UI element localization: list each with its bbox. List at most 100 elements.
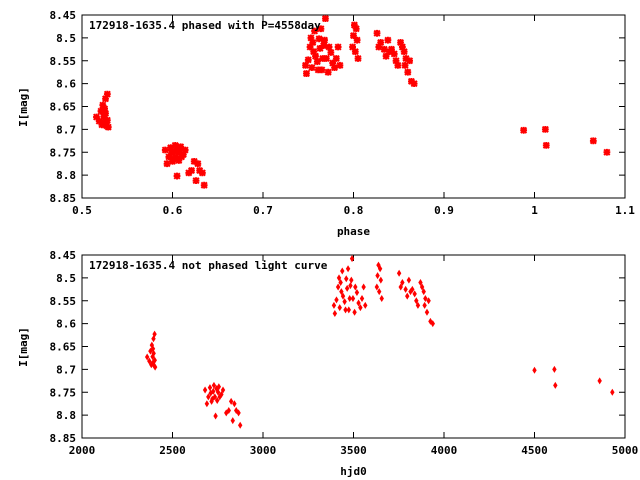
data-point (406, 57, 414, 65)
data-point (336, 274, 342, 282)
y-tick-label: 8.85 (50, 192, 77, 205)
data-point (610, 388, 615, 396)
y-tick-label: 8.85 (50, 432, 77, 445)
x-axis-label: hjd0 (340, 465, 367, 478)
data-point (403, 285, 408, 293)
data-point (211, 381, 217, 389)
data-point (375, 272, 380, 280)
x-tick-label: 5000 (612, 444, 639, 457)
data-point (345, 265, 351, 273)
y-tick-label: 8.7 (56, 363, 76, 376)
data-point (190, 157, 198, 165)
y-tick-label: 8.75 (50, 386, 77, 399)
data-point (198, 169, 206, 177)
data-point (354, 289, 360, 297)
data-point (541, 125, 549, 133)
x-tick-label: 0.5 (72, 204, 92, 217)
data-point (206, 393, 211, 401)
data-point (352, 308, 357, 316)
x-tick-label: 4500 (521, 444, 548, 457)
data-point (321, 36, 329, 44)
x-tick-label: 2500 (159, 444, 186, 457)
data-series (144, 255, 615, 429)
data-point (353, 283, 358, 291)
data-point (415, 301, 421, 309)
data-point (414, 297, 419, 305)
data-point (390, 50, 398, 58)
data-point (213, 412, 218, 420)
data-point (152, 330, 157, 338)
data-point (352, 25, 360, 33)
data-point (226, 407, 231, 415)
data-point (322, 54, 330, 62)
data-point (330, 64, 339, 72)
y-tick-label: 8.5 (56, 272, 76, 285)
y-tick-label: 8.5 (56, 32, 76, 45)
data-point (302, 61, 310, 69)
data-point (353, 36, 361, 44)
data-point (165, 153, 173, 161)
data-point (430, 320, 435, 328)
data-point (542, 141, 550, 149)
data-point (377, 38, 385, 46)
data-point (424, 308, 430, 316)
data-point (340, 267, 345, 275)
data-point (361, 283, 366, 291)
data-point (377, 288, 382, 296)
data-point (342, 298, 347, 306)
data-point (418, 278, 423, 286)
data-point (200, 181, 208, 189)
data-point (309, 38, 317, 46)
data-point (204, 400, 210, 408)
data-point (603, 148, 611, 156)
data-point (212, 393, 218, 401)
data-point (532, 366, 537, 374)
data-point (400, 278, 405, 286)
data-point (340, 292, 346, 300)
y-axis-label: I[mag] (17, 327, 30, 367)
panel-2: 2000 2500 3000 3500 4000 4500 5000 8.45 8.5 8.55 8… (17, 249, 638, 478)
data-point (373, 29, 381, 37)
data-point (344, 275, 349, 283)
data-point (147, 357, 152, 365)
data-point (316, 44, 324, 52)
data-point (363, 301, 368, 309)
data-point (150, 345, 156, 353)
data-point (150, 359, 156, 367)
data-point (95, 117, 103, 125)
data-point (92, 113, 100, 121)
data-point (321, 15, 329, 23)
data-point (216, 383, 222, 391)
data-point (419, 283, 425, 291)
data-point (104, 123, 112, 131)
data-point (99, 101, 107, 109)
x-tick-label: 0.9 (434, 204, 454, 217)
data-point (398, 43, 406, 51)
data-point (339, 288, 344, 296)
data-point (402, 54, 410, 62)
data-point (304, 56, 312, 64)
x-tick-label: 1.1 (615, 204, 635, 217)
data-point (398, 283, 403, 291)
data-point (202, 386, 208, 394)
x-tick-label: 0.7 (253, 204, 273, 217)
data-point (314, 66, 322, 74)
data-point (215, 388, 221, 396)
data-point (412, 290, 417, 298)
data-point (172, 153, 180, 161)
data-point (349, 255, 355, 263)
data-point (400, 48, 408, 56)
data-point (334, 296, 339, 304)
data-point (397, 38, 405, 46)
data-point (405, 292, 410, 300)
data-point (175, 156, 183, 164)
data-point (520, 126, 528, 134)
data-point (374, 283, 380, 291)
data-point (380, 45, 388, 53)
data-point (338, 278, 343, 286)
data-point (422, 301, 427, 309)
data-point (237, 421, 243, 429)
y-tick-label: 8.45 (50, 9, 77, 22)
